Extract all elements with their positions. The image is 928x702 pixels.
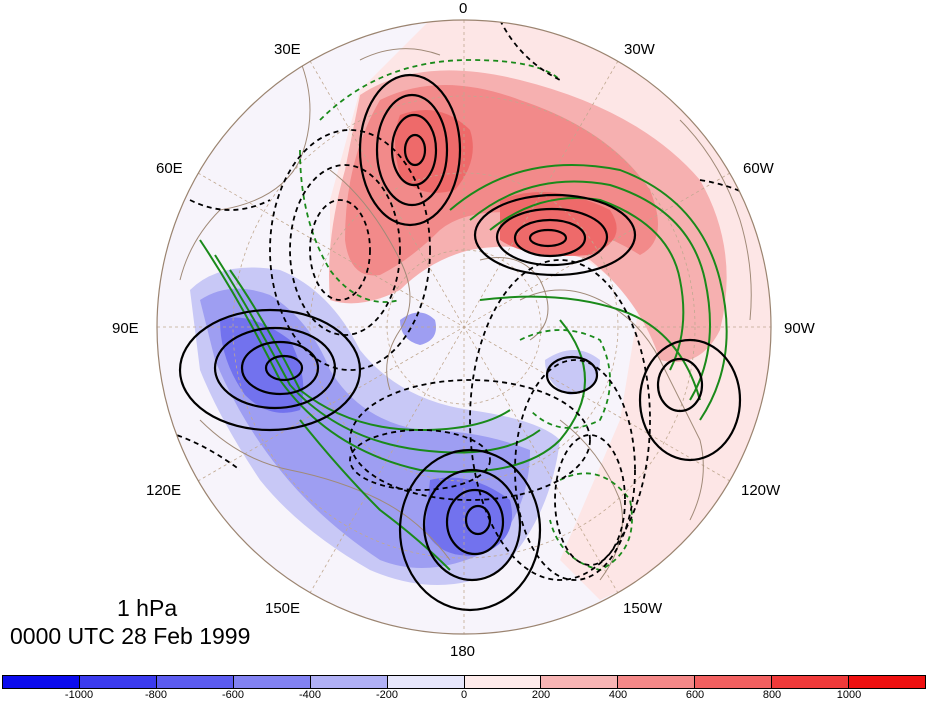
negative-shading-blob bbox=[400, 312, 436, 345]
green-dashed-contours bbox=[299, 59, 633, 571]
lon-label-90e: 90E bbox=[112, 320, 139, 337]
colorbar-tick-label: 600 bbox=[685, 689, 705, 701]
title-level: 1 hPa bbox=[117, 595, 178, 621]
colorbar-cell bbox=[771, 676, 849, 688]
graticule bbox=[157, 20, 771, 634]
colorbar-cell bbox=[463, 676, 541, 688]
lon-label-30w: 30W bbox=[624, 41, 655, 58]
lon-label-120e: 120E bbox=[146, 482, 182, 499]
colorbar-cell bbox=[232, 676, 310, 688]
positive-shading-core bbox=[395, 110, 473, 193]
colorbar-cell bbox=[540, 676, 618, 688]
lon-label-0: 0 bbox=[459, 0, 468, 17]
colorbar-tick-label: -800 bbox=[144, 689, 168, 701]
colorbar-cell bbox=[848, 676, 926, 688]
colorbar-cell bbox=[386, 676, 464, 688]
colorbar-cell bbox=[309, 676, 387, 688]
colorbar-cell bbox=[155, 676, 233, 688]
lon-label-30e: 30E bbox=[274, 41, 301, 58]
colorbar-tick-label: -1000 bbox=[64, 689, 94, 701]
colorbar-cell bbox=[694, 676, 772, 688]
polar-map bbox=[156, 19, 772, 635]
coastlines bbox=[179, 48, 752, 581]
colorbar-tick-label: 800 bbox=[762, 689, 782, 701]
title-time: 0000 UTC 28 Feb 1999 bbox=[10, 623, 251, 649]
colorbar-cell bbox=[78, 676, 156, 688]
lon-label-90w: 90W bbox=[784, 320, 815, 337]
colorbar-cell bbox=[617, 676, 695, 688]
negative-contours bbox=[159, 20, 771, 581]
lon-label-120w: 120W bbox=[741, 482, 781, 499]
colorbar-cell bbox=[3, 676, 79, 688]
colorbar-tick-label: -600 bbox=[221, 689, 245, 701]
negative-shading-strong2 bbox=[425, 477, 512, 556]
lon-label-180: 180 bbox=[450, 643, 476, 660]
colorbar-tick-label: 200 bbox=[531, 689, 551, 701]
colorbar-tick-label: 1000 bbox=[836, 689, 862, 701]
lon-label-150w: 150W bbox=[623, 600, 663, 617]
colorbar-tick-label: -400 bbox=[298, 689, 322, 701]
map-border bbox=[156, 19, 772, 635]
lon-label-60e: 60E bbox=[156, 160, 183, 177]
colorbar bbox=[2, 675, 926, 689]
colorbar-tick-label: -200 bbox=[375, 689, 399, 701]
positive-contours bbox=[178, 73, 742, 612]
lon-label-150e: 150E bbox=[265, 600, 301, 617]
lon-label-60w: 60W bbox=[743, 160, 774, 177]
colorbar-tick-label: 400 bbox=[608, 689, 628, 701]
colorbar-tick-label: 0 bbox=[460, 689, 468, 701]
